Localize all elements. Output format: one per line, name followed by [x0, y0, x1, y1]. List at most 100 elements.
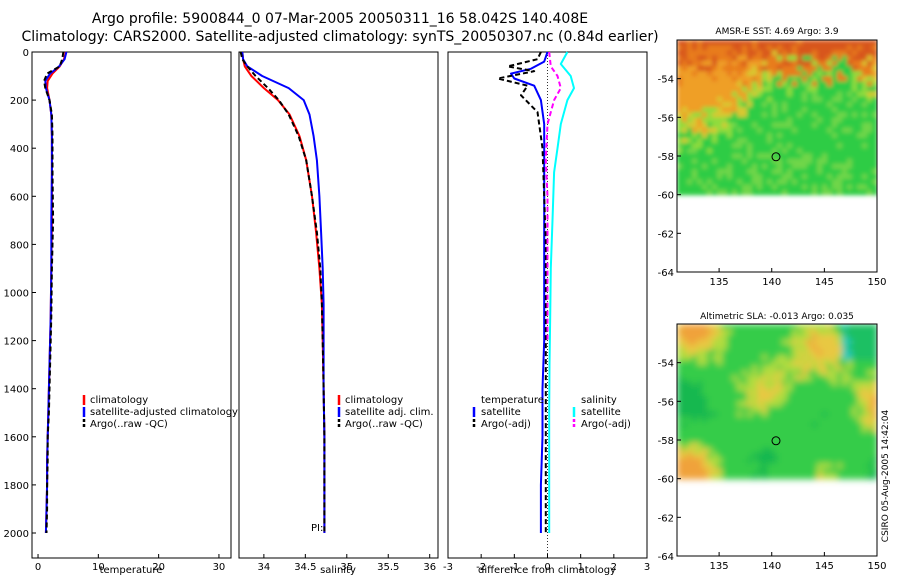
heatmap-cell — [837, 153, 843, 160]
heatmap-cell — [767, 179, 773, 185]
heatmap-cell — [792, 416, 798, 423]
heatmap-cell — [757, 65, 763, 72]
heatmap-cell — [822, 344, 828, 351]
heatmap-cell — [747, 65, 753, 72]
heatmap-cell — [697, 112, 703, 118]
heatmap-cell — [872, 148, 877, 155]
heatmap-cell — [762, 96, 768, 103]
heatmap-cell — [867, 473, 873, 480]
heatmap-cell — [852, 427, 858, 433]
heatmap-cell — [852, 324, 858, 330]
heatmap-cell — [757, 329, 763, 335]
heatmap-cell — [797, 396, 803, 402]
heatmap-cell — [762, 452, 768, 459]
heatmap-cell — [762, 324, 768, 330]
heatmap-cell — [682, 117, 688, 124]
heatmap-cell — [727, 442, 733, 449]
heatmap-cell — [737, 148, 743, 155]
heatmap-cell — [852, 132, 858, 139]
heatmap-cell — [677, 65, 683, 72]
heatmap-cell — [857, 416, 863, 423]
heatmap-cell — [832, 411, 838, 418]
heatmap-cell — [807, 463, 813, 469]
heatmap-cell — [827, 458, 833, 464]
heatmap-cell — [752, 432, 758, 439]
heatmap-cell — [707, 137, 713, 144]
heatmap-cell — [722, 385, 728, 392]
heatmap-cell — [827, 174, 833, 180]
heatmap-cell — [682, 349, 688, 356]
heatmap-cell — [787, 385, 793, 392]
heatmap-cell — [812, 421, 818, 428]
heatmap-cell — [832, 55, 838, 62]
heatmap-cell — [817, 137, 823, 144]
heatmap-cell — [872, 112, 877, 118]
heatmap-cell — [702, 468, 708, 475]
heatmap-cell — [862, 86, 868, 93]
heatmap-cell — [687, 143, 693, 149]
heatmap-cell — [762, 391, 768, 397]
heatmap-cell — [687, 391, 693, 397]
heatmap-cell — [777, 65, 783, 72]
heatmap-cell — [682, 380, 688, 387]
heatmap-cell — [817, 385, 823, 392]
heatmap-cell — [787, 189, 793, 196]
heatmap-cell — [727, 81, 733, 87]
heatmap-cell — [797, 184, 803, 191]
heatmap-cell — [822, 132, 828, 139]
heatmap-cell — [807, 91, 813, 98]
heatmap-cell — [827, 334, 833, 341]
heatmap-cell — [797, 153, 803, 160]
heatmap-cell — [777, 432, 783, 439]
heatmap-cell — [782, 158, 788, 165]
heatmap-cell — [717, 416, 723, 423]
heatmap-cell — [827, 101, 833, 108]
heatmap-cell — [737, 122, 743, 129]
heatmap-cell — [747, 143, 753, 149]
heatmap-cell — [822, 329, 828, 335]
heatmap-cell — [802, 442, 808, 449]
heatmap-cell — [847, 50, 853, 57]
heatmap-cell — [842, 380, 848, 387]
heatmap-cell — [682, 421, 688, 428]
heatmap-cell — [747, 127, 753, 134]
heatmap-cell — [792, 427, 798, 433]
heatmap-cell — [807, 391, 813, 397]
heatmap-cell — [817, 189, 823, 196]
heatmap-cell — [697, 324, 703, 330]
heatmap-cell — [697, 344, 703, 351]
heatmap-cell — [797, 127, 803, 134]
heatmap-cell — [772, 40, 778, 46]
heatmap-cell — [812, 153, 818, 160]
heatmap-cell — [762, 427, 768, 433]
heatmap-cell — [847, 179, 853, 185]
heatmap-cell — [837, 468, 843, 475]
heatmap-cell — [837, 427, 843, 433]
heatmap-cell — [732, 354, 738, 361]
heatmap-cell — [767, 70, 773, 77]
legend-entry: climatology — [90, 395, 148, 406]
heatmap-cell — [747, 324, 753, 330]
heatmap-cell — [787, 76, 793, 82]
heatmap-cell — [862, 50, 868, 57]
heatmap-cell — [857, 163, 863, 170]
heatmap-cell — [832, 96, 838, 103]
heatmap-cell — [862, 360, 868, 366]
heatmap-cell — [782, 329, 788, 335]
heatmap-cell — [797, 148, 803, 155]
heatmap-cell — [872, 329, 877, 335]
heatmap-cell — [707, 437, 713, 444]
heatmap-cell — [772, 401, 778, 408]
heatmap-cell — [812, 468, 818, 475]
heatmap-cell — [792, 76, 798, 82]
heatmap-cell — [827, 401, 833, 408]
heatmap-cell — [677, 127, 683, 134]
heatmap-cell — [867, 81, 873, 87]
heatmap-cell — [742, 452, 748, 459]
heatmap-cell — [682, 55, 688, 62]
heatmap-cell — [722, 447, 728, 454]
heatmap-cell — [682, 91, 688, 98]
heatmap-cell — [822, 122, 828, 129]
heatmap-cell — [842, 411, 848, 418]
heatmap-cell — [727, 468, 733, 475]
